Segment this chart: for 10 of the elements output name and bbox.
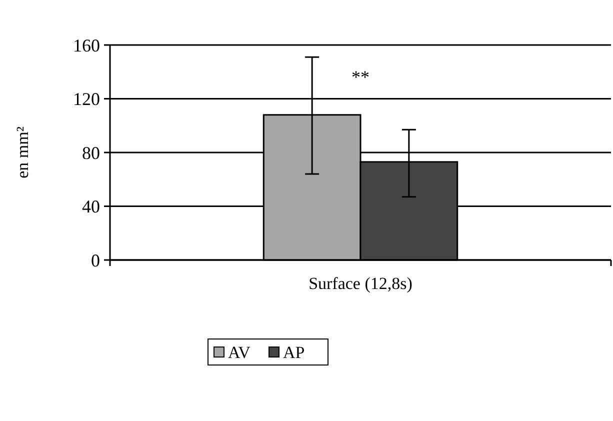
legend-label: AV — [228, 343, 252, 362]
y-tick-label: 0 — [91, 250, 100, 270]
y-tick-label: 80 — [82, 142, 100, 163]
x-tick-label: Surface (12,8s) — [308, 274, 412, 293]
y-tick-label: 120 — [73, 89, 100, 110]
legend-label: AP — [283, 343, 305, 362]
y-axis-title: en mm² — [13, 126, 32, 178]
y-tick-label: 160 — [73, 35, 100, 56]
y-tick-label: 40 — [82, 196, 100, 217]
annotation: ** — [352, 67, 370, 87]
